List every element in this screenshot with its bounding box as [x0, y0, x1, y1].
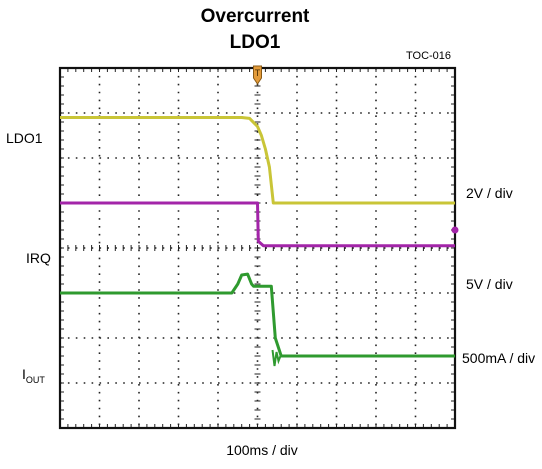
figure-tag: TOC-016 — [406, 50, 452, 62]
channel-label-ldo1: LDO1 — [6, 130, 43, 146]
trigger-marker: T — [253, 65, 459, 234]
channel-scale-irq: 5V / div — [466, 276, 513, 292]
x-axis-label: 100ms / div — [226, 442, 298, 458]
scope-traces — [60, 116, 455, 367]
chart-title-line2: LDO1 — [229, 32, 281, 53]
chart-title-line1: Overcurrent — [200, 6, 310, 27]
trace-iout — [60, 272, 455, 358]
channel-scale-iout: 500mA / div — [462, 350, 536, 366]
trace-iout-ringing — [271, 349, 282, 367]
channel-label-iout-sub: OUT — [25, 374, 45, 385]
trace-ldo1 — [60, 116, 455, 205]
channel-label-irq: IRQ — [26, 250, 51, 266]
channel-label-iout: IOUT — [22, 366, 45, 385]
scope-grid — [58, 66, 457, 430]
channel-scale-ldo1: 2V / div — [466, 185, 513, 201]
irq-channel-marker — [451, 226, 459, 234]
trigger-marker-label: T — [255, 68, 261, 78]
channel-label-iout-main: I — [22, 366, 26, 382]
trigger-marker-shape — [253, 65, 262, 85]
trace-irq — [60, 201, 455, 248]
